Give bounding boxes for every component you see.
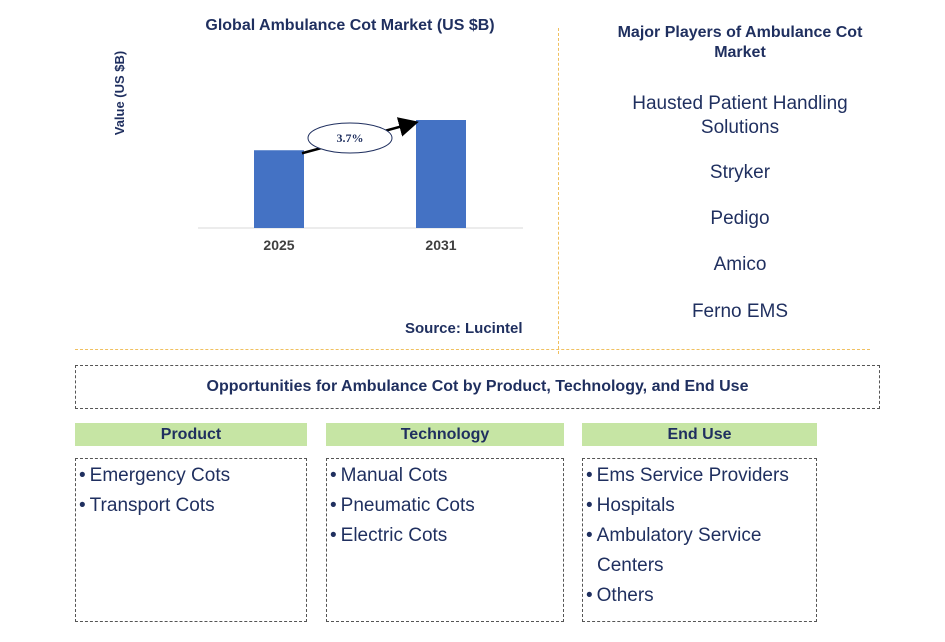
x-tick-label: 2025	[263, 237, 294, 253]
list-item: • Pneumatic Cots	[330, 495, 475, 516]
bar-2031	[416, 120, 466, 228]
cagr-label: 3.7%	[337, 131, 364, 145]
list-item: • Manual Cots	[330, 465, 448, 486]
player-item: Hausted Patient Handling Solutions	[632, 93, 848, 138]
player-item: Pedigo	[710, 208, 770, 229]
cagr-ellipse	[307, 122, 393, 154]
y-axis-label: Value (US $B)	[112, 50, 127, 136]
players-title: Major Players of Ambulance Cot Market	[617, 24, 863, 61]
product-list: • Emergency Cots • Transport Cots	[75, 458, 307, 622]
product-header: Product	[75, 423, 307, 446]
vertical-divider	[558, 28, 559, 354]
player-item: Ferno EMS	[691, 301, 789, 322]
player-item: Stryker	[709, 162, 771, 183]
end-use-list: • Ems Service Providers • Hospitals • Ambul…	[582, 458, 817, 622]
end-use-header: End Use	[582, 423, 817, 446]
list-item: • Others	[586, 585, 654, 606]
chart-title: Global Ambulance Cot Market (US $B)	[205, 17, 495, 34]
opportunities-title: Opportunities for Ambulance Cot by Produ…	[206, 378, 749, 395]
horizontal-divider	[75, 349, 870, 350]
player-item: Amico	[713, 254, 767, 275]
list-item: • Hospitals	[586, 495, 675, 516]
bar-chart: 2025 2031 3.7%	[198, 117, 523, 253]
list-item: • Transport Cots	[79, 495, 215, 516]
list-item: • Ems Service Providers	[586, 465, 789, 486]
list-item: • Emergency Cots	[79, 465, 231, 486]
list-item: • Electric Cots	[330, 525, 448, 546]
x-tick-label: 2031	[425, 237, 456, 253]
source-label: Source: Lucintel	[405, 320, 523, 337]
bar-2025	[254, 150, 304, 228]
technology-header: Technology	[326, 423, 564, 446]
list-item: • Ambulatory Service Centers	[586, 525, 762, 576]
technology-list: • Manual Cots • Pneumatic Cots • Electric C…	[326, 458, 564, 622]
opportunities-title-box: Opportunities for Ambulance Cot by Produ…	[75, 365, 880, 409]
